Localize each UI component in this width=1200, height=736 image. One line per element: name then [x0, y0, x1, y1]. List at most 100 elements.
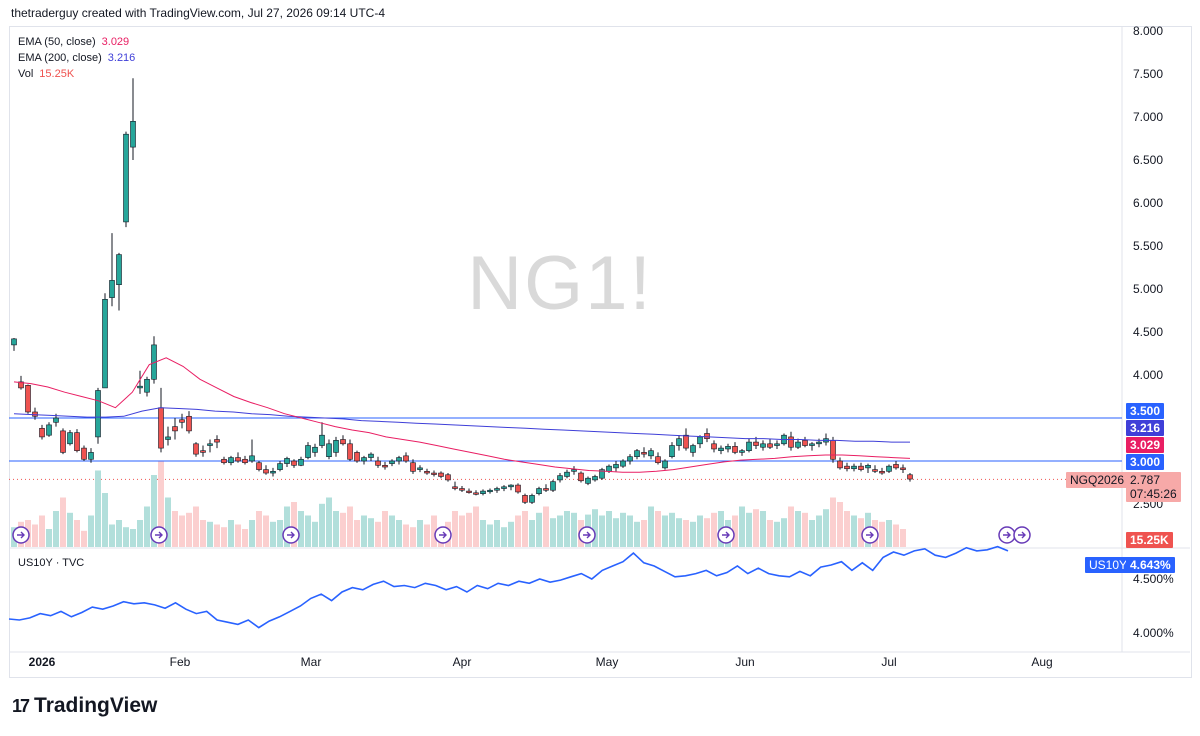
- last-price: 2.787: [1130, 473, 1161, 487]
- legend-vol-label: Vol: [18, 68, 34, 80]
- sub-pane-label: US10Y · TVC: [18, 557, 85, 569]
- candle-body: [725, 446, 731, 450]
- volume-bar: [739, 506, 745, 547]
- candle-body: [585, 477, 591, 484]
- level-tag-lower: 3.000: [1126, 454, 1165, 470]
- volume-bar: [781, 518, 787, 547]
- candle-body: [193, 443, 199, 455]
- candle-body: [396, 457, 402, 462]
- event-arrow-icon: [1018, 531, 1026, 539]
- candle-body: [109, 280, 115, 298]
- volume-bar: [263, 515, 269, 547]
- volume-bar: [543, 506, 549, 547]
- volume-bar: [592, 509, 598, 547]
- volume-bar: [844, 511, 850, 547]
- candle-body: [410, 462, 416, 472]
- volume-bar: [431, 515, 437, 547]
- candle-body: [32, 411, 38, 417]
- volume-bar: [557, 515, 563, 547]
- volume-bar: [473, 506, 479, 547]
- volume-bar: [641, 520, 647, 547]
- volume-bar: [424, 524, 430, 547]
- legend-vol[interactable]: Vol 15.25K: [18, 68, 74, 80]
- candle-body: [655, 456, 661, 464]
- candle-body: [144, 378, 150, 393]
- price-tick-label: 7.000: [1133, 110, 1163, 124]
- candle-body: [284, 458, 290, 464]
- volume-bar: [886, 520, 892, 547]
- volume-bar: [207, 521, 213, 547]
- volume-bar: [753, 509, 759, 547]
- candle-body: [95, 390, 101, 438]
- candle-body: [578, 472, 584, 482]
- candle-body: [207, 443, 213, 446]
- volume-bar: [102, 493, 108, 547]
- volume-bar: [837, 502, 843, 547]
- legend-ema200-label: EMA (200, close): [18, 52, 102, 64]
- volume-bar: [151, 475, 157, 547]
- volume-bar: [732, 515, 738, 547]
- event-arrow-icon: [17, 531, 25, 539]
- volume-bar: [788, 506, 794, 547]
- legend-ema50[interactable]: EMA (50, close) 3.029: [18, 36, 129, 48]
- candle-body: [816, 441, 822, 445]
- legend-ema200-value: 3.216: [107, 52, 136, 64]
- candle-body: [606, 465, 612, 472]
- volume-bar: [893, 524, 899, 547]
- volume-bar: [655, 511, 661, 547]
- volume-bar: [319, 503, 325, 547]
- candle-body: [641, 452, 647, 455]
- tradingview-wordmark: TradingView: [34, 694, 158, 717]
- volume-bar: [221, 527, 227, 547]
- candle-body: [158, 407, 164, 449]
- candle-body: [788, 436, 794, 448]
- tradingview-logo[interactable]: 17 TradingView: [12, 694, 157, 718]
- candle-body: [88, 452, 94, 460]
- candle-body: [326, 443, 332, 457]
- candle-body: [522, 495, 528, 503]
- volume-bar: [417, 520, 423, 547]
- legend-ema200[interactable]: EMA (200, close) 3.216: [18, 52, 135, 64]
- candle-body: [550, 481, 556, 491]
- volume-bar: [564, 511, 570, 547]
- volume-bar: [487, 524, 493, 547]
- last-price-tag: 2.787 07:45:26: [1126, 472, 1181, 502]
- level-tag-upper: 3.500: [1126, 403, 1165, 419]
- price-tick-label: 8.000: [1133, 24, 1163, 38]
- candle-body: [704, 433, 710, 439]
- candle-body: [480, 490, 486, 494]
- sub-axis-tick-label: 4.500%: [1133, 572, 1174, 586]
- price-tick-label: 6.000: [1133, 196, 1163, 210]
- volume-bar: [746, 512, 752, 547]
- candle-body: [438, 472, 444, 477]
- candle-body: [382, 464, 388, 468]
- candle-body: [116, 254, 122, 286]
- time-tick-label: Mar: [301, 655, 322, 669]
- volume-bar: [550, 518, 556, 547]
- volume-bar: [333, 511, 339, 547]
- volume-bar: [165, 497, 171, 547]
- time-tick-label: Jun: [735, 655, 754, 669]
- candle-body: [690, 445, 696, 453]
- candle-body: [137, 385, 143, 389]
- volume-bar: [144, 506, 150, 547]
- candle-body: [809, 443, 815, 446]
- candle-body: [627, 456, 633, 462]
- event-arrow-icon: [583, 531, 591, 539]
- candle-body: [571, 469, 577, 472]
- chart-frame: [9, 26, 1192, 678]
- candle-body: [697, 436, 703, 445]
- price-tick-label: 4.500: [1133, 325, 1163, 339]
- volume-bar: [711, 512, 717, 547]
- volume-bar: [403, 524, 409, 547]
- candle-body: [249, 455, 255, 462]
- candle-body: [746, 441, 752, 451]
- volume-bar: [606, 511, 612, 547]
- candle-body: [669, 445, 675, 457]
- volume-bar: [186, 512, 192, 547]
- volume-bar: [389, 515, 395, 547]
- volume-bar: [60, 497, 66, 547]
- volume-bar: [375, 521, 381, 547]
- candle-body: [312, 446, 318, 453]
